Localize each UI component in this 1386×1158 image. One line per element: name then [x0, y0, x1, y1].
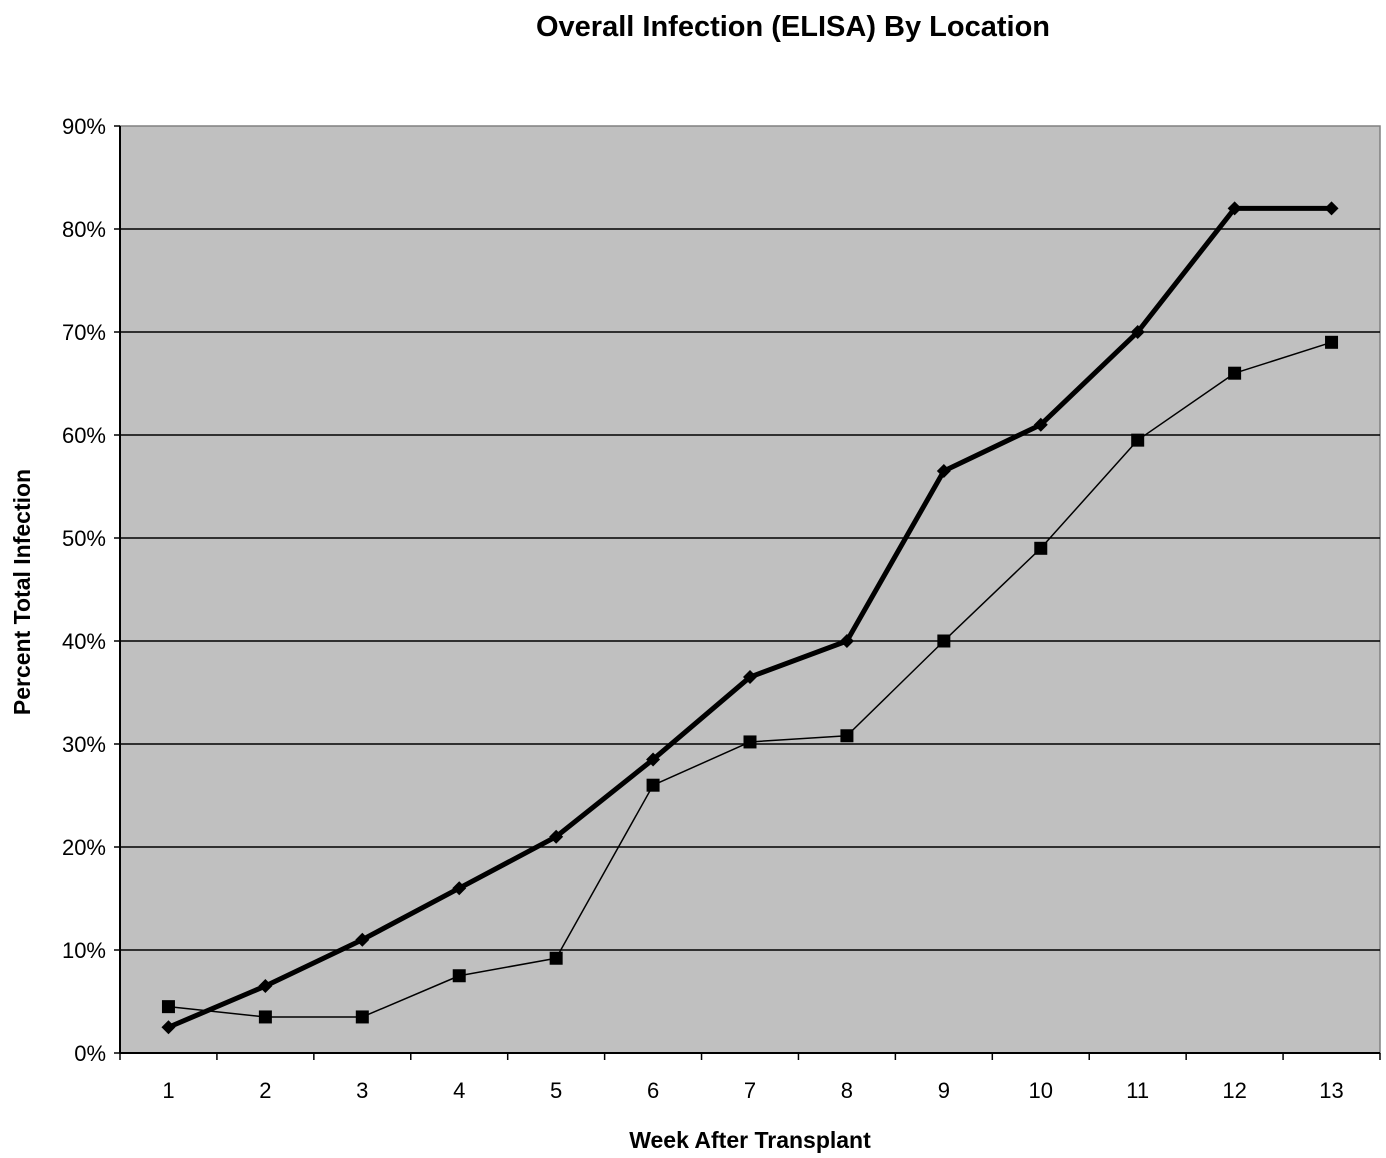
- data-point: [258, 1010, 272, 1024]
- series-1: [161, 201, 1339, 1035]
- y-tick-label: 10%: [62, 938, 106, 963]
- data-point: [1325, 335, 1339, 349]
- x-tick-label: 9: [938, 1078, 950, 1103]
- y-tick-label: 30%: [62, 732, 106, 757]
- series-layer: [161, 201, 1339, 1035]
- y-tick-label: 20%: [62, 835, 106, 860]
- x-tick-label: 2: [259, 1078, 271, 1103]
- y-axis-label: Percent Total Infection: [9, 469, 35, 715]
- x-tick-label: 1: [162, 1078, 174, 1103]
- data-point: [1227, 201, 1242, 216]
- y-tick-label: 0%: [74, 1041, 106, 1066]
- data-point: [646, 752, 661, 767]
- data-point: [1131, 433, 1145, 447]
- data-point: [1130, 325, 1145, 339]
- x-tick-label: 4: [453, 1078, 465, 1103]
- series-2: [161, 335, 1339, 1024]
- data-point: [1324, 201, 1339, 216]
- y-axis-ticks: 0% 10% 20% 30% 40% 50% 60% 70% 80% 90%: [62, 114, 120, 1066]
- x-tick-label: 5: [550, 1078, 562, 1103]
- y-tick-label: 70%: [62, 320, 106, 345]
- data-point: [355, 1010, 369, 1024]
- x-tick-label: 11: [1126, 1078, 1149, 1103]
- data-point: [1033, 417, 1048, 432]
- data-point: [452, 881, 467, 896]
- x-tick-label: 10: [1029, 1078, 1053, 1103]
- data-point: [355, 932, 370, 947]
- x-tick-label: 7: [744, 1078, 756, 1103]
- data-point: [840, 729, 854, 743]
- x-tick-label: 13: [1319, 1078, 1343, 1103]
- data-point: [549, 829, 564, 844]
- data-point: [161, 1000, 175, 1014]
- x-tick-label: 6: [647, 1078, 659, 1103]
- gridlines: [120, 228, 1380, 951]
- data-point: [743, 735, 757, 749]
- data-point: [937, 634, 951, 648]
- y-tick-label: 50%: [62, 526, 106, 551]
- axes: [119, 126, 1380, 1054]
- x-axis-ticks: 1 2 3 4 5 6 7 8 9 10 11 12 13: [119, 1053, 1381, 1103]
- x-axis-label: Week After Transplant: [629, 1127, 871, 1153]
- data-point: [839, 634, 854, 648]
- data-point: [161, 1020, 176, 1035]
- chart-title: Overall Infection (ELISA) By Location: [536, 11, 1050, 43]
- y-tick-label: 40%: [62, 629, 106, 654]
- data-point: [549, 951, 563, 965]
- plot-area: [119, 125, 1381, 1054]
- data-point: [646, 778, 660, 792]
- x-tick-label: 3: [356, 1078, 368, 1103]
- y-tick-label: 80%: [62, 217, 106, 242]
- x-tick-label: 8: [841, 1078, 853, 1103]
- data-point: [258, 979, 273, 994]
- data-point: [936, 464, 951, 479]
- y-tick-label: 60%: [62, 423, 106, 448]
- data-point: [743, 670, 757, 685]
- data-point: [1034, 541, 1048, 555]
- data-point: [1228, 366, 1242, 380]
- data-point: [452, 969, 466, 983]
- x-tick-label: 12: [1222, 1078, 1246, 1103]
- y-tick-label: 90%: [62, 114, 106, 139]
